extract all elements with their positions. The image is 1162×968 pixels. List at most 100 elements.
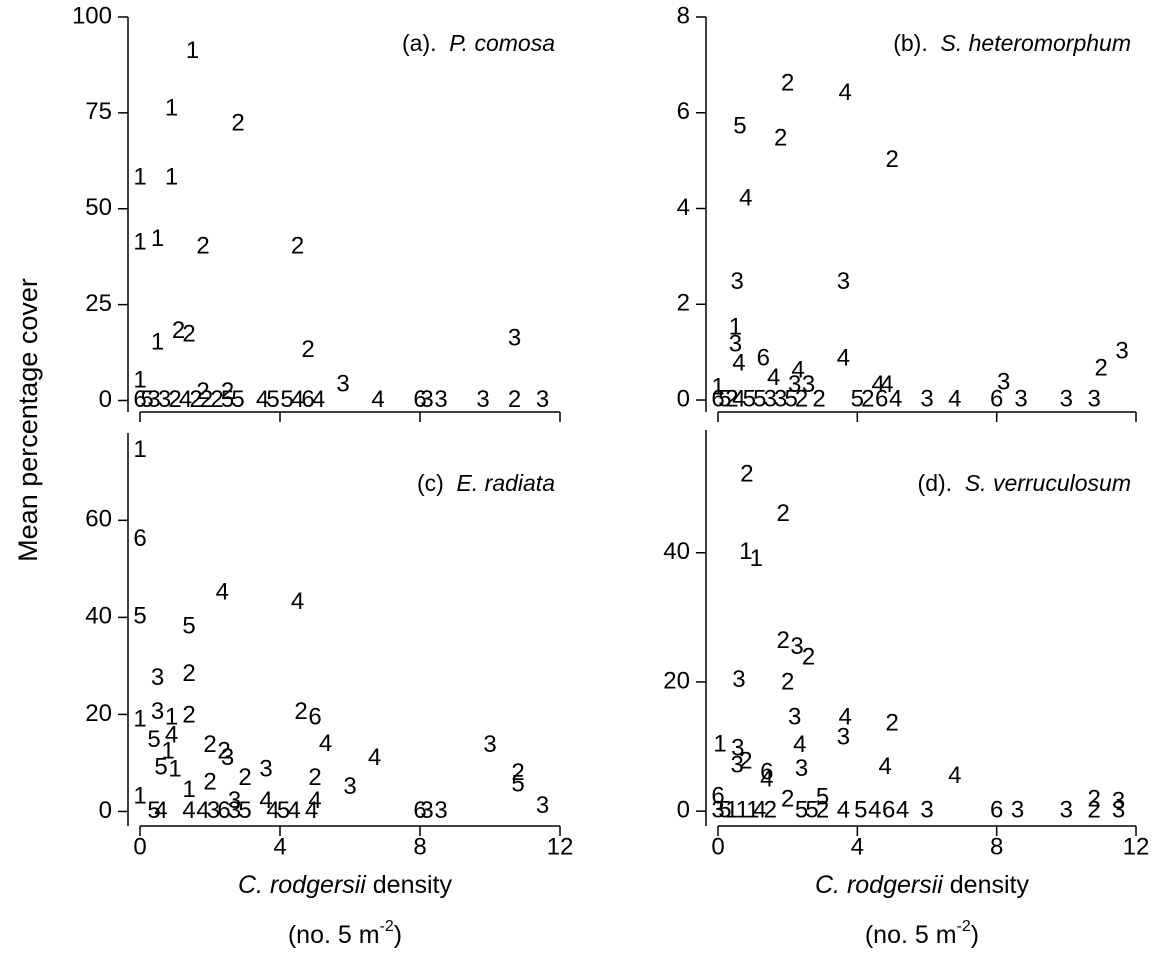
point-label: 3 [788, 703, 801, 730]
x-axis-unit: (no. 5 m-2) [865, 918, 979, 948]
point-label: 2 [776, 627, 789, 654]
point-label: 5 [718, 385, 731, 412]
x-axis-label: C. rodgersii density [815, 871, 1029, 899]
y-tick-label: 8 [677, 2, 690, 29]
y-tick-label: 60 [85, 506, 112, 533]
point-label: 2 [196, 232, 209, 259]
point-label: 5 [743, 385, 756, 412]
x-axis-label: C. rodgersii density [238, 871, 452, 899]
point-label: 2 [861, 385, 874, 412]
point-label: 4 [896, 796, 909, 823]
point-label: 6 [413, 797, 426, 824]
point-label: 5 [805, 796, 818, 823]
point-label: 6 [308, 704, 321, 731]
point-label: 3 [795, 755, 808, 782]
point-label: 4 [838, 703, 851, 730]
point-label: 4 [872, 371, 885, 398]
point-label: 4 [368, 744, 381, 771]
point-label: 3 [221, 744, 234, 771]
species-name: S. heteromorphum [941, 30, 1131, 56]
panel-title: (d). S. verruculosum [918, 470, 1131, 496]
point-label: 5 [147, 726, 160, 753]
unit-text: (no. 5 m [865, 921, 957, 949]
point-label: 2 [196, 378, 209, 405]
x-tick-label: 4 [273, 833, 286, 860]
x-tick-label: 8 [413, 833, 426, 860]
point-label: 3 [343, 773, 356, 800]
x-tick-label: 8 [990, 833, 1003, 860]
point-label: 1 [729, 314, 742, 341]
point-label: 5 [147, 797, 160, 824]
point-label: 5 [511, 771, 524, 798]
point-label: 4 [371, 386, 384, 413]
point-label: 3 [147, 386, 160, 413]
point-label: 4 [868, 796, 881, 823]
point-label: 4 [732, 349, 745, 376]
point-label: 2 [776, 500, 789, 527]
x-axis-unit: (no. 5 m-2) [288, 918, 402, 948]
point-label: 6 [133, 525, 146, 552]
point-label: 2 [802, 643, 815, 670]
point-label: 2 [739, 747, 752, 774]
point-label: 2 [308, 764, 321, 791]
point-label: 2 [781, 669, 794, 696]
x-label-species: C. rodgersii [815, 871, 944, 899]
point-label: 4 [179, 386, 192, 413]
point-label: 2 [812, 385, 825, 412]
point-label: 6 [711, 782, 724, 809]
point-label: 6 [990, 385, 1003, 412]
point-label: 3 [802, 371, 815, 398]
unit-text: (no. 5 m [288, 921, 380, 949]
point-label: 2 [774, 124, 787, 151]
point-label: 1 [133, 706, 146, 733]
point-label: 3 [730, 751, 743, 778]
point-label: 4 [308, 787, 321, 814]
panel-label: (a). [402, 30, 437, 56]
point-label: 6 [413, 386, 426, 413]
point-label: 1 [165, 163, 178, 190]
point-label: 6 [217, 797, 230, 824]
point-label: 4 [259, 787, 272, 814]
point-label: 2 [200, 386, 213, 413]
point-label: 1 [736, 796, 749, 823]
point-label: 1 [133, 229, 146, 256]
point-label: 2 [221, 378, 234, 405]
unit-close: ) [394, 921, 402, 949]
point-label: 4 [291, 386, 304, 413]
point-label: 4 [319, 730, 332, 757]
point-label: 4 [266, 797, 279, 824]
point-label: 5 [182, 612, 195, 639]
point-label: 4 [791, 357, 804, 384]
point-label: 3 [1112, 796, 1125, 823]
x-label-species: C. rodgersii [238, 871, 367, 899]
point-label: 4 [837, 345, 850, 372]
point-label: 3 [207, 797, 220, 824]
point-label: 1 [168, 756, 181, 783]
point-label: 2 [725, 385, 738, 412]
point-label: 3 [920, 796, 933, 823]
point-label: 3 [336, 370, 349, 397]
point-label: 2 [189, 386, 202, 413]
point-label: 4 [216, 578, 229, 605]
point-label: 4 [889, 385, 902, 412]
x-label-text: density [373, 871, 453, 899]
point-label: 4 [154, 797, 167, 824]
point-label: 1 [133, 783, 146, 810]
point-label: 6 [757, 345, 770, 372]
point-label: 3 [483, 731, 496, 758]
point-label: 2 [781, 786, 794, 813]
point-label: 2 [182, 321, 195, 348]
point-label: 3 [1112, 787, 1125, 814]
point-label: 3 [151, 698, 164, 725]
point-label: 2 [168, 386, 181, 413]
point-label: 4 [732, 385, 745, 412]
point-label: 3 [1115, 337, 1128, 364]
panel-label: (c) [417, 470, 444, 496]
point-label: 1 [151, 328, 164, 355]
point-label: 5 [795, 796, 808, 823]
point-label: 3 [420, 386, 433, 413]
point-label: 6 [711, 385, 724, 412]
x-tick-label: 0 [133, 833, 146, 860]
y-tick-label: 20 [663, 667, 690, 694]
